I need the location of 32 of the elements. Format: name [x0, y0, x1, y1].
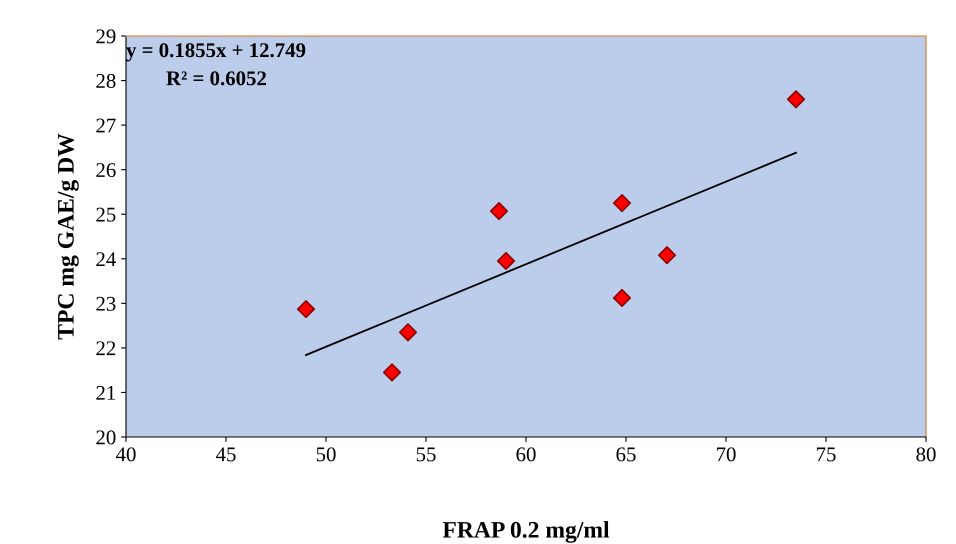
point — [496, 252, 516, 270]
x-tick-label: 45 — [216, 447, 236, 462]
annotation: y = 0.1855x + 12.749 — [126, 43, 306, 62]
x-tick-label: 55 — [416, 448, 436, 462]
y-tick-label: 26 — [96, 163, 116, 178]
x-tick-label: 70 — [716, 447, 736, 462]
x-axis-title: FRAP 0.2 mg/ml — [442, 521, 610, 543]
y-tick-label: 29 — [96, 29, 116, 44]
point — [612, 288, 632, 308]
point — [612, 194, 632, 212]
point — [490, 202, 508, 220]
y-tick-label: 20 — [96, 430, 116, 444]
point — [382, 363, 402, 382]
x-tick-label: 65 — [616, 447, 636, 462]
annotation: R² = 0.6052 — [166, 71, 266, 86]
y-tick-label: 27 — [96, 118, 116, 132]
y-tick-label: 23 — [96, 296, 116, 311]
x-tick-label: 40 — [116, 447, 136, 462]
point — [398, 323, 418, 342]
x-tick-label: 60 — [516, 447, 536, 462]
x-tick-label: 75 — [816, 448, 836, 462]
y-axis-title: TPC mg GAE/g DW — [58, 134, 79, 340]
y-tick-label: 21 — [96, 386, 116, 400]
x-tick-label: 50 — [316, 447, 336, 462]
y-tick-label: 28 — [96, 74, 116, 88]
point — [296, 300, 316, 318]
x-tick-label: 80 — [916, 447, 936, 462]
point — [658, 246, 676, 264]
point — [786, 90, 806, 108]
y-tick-label: 24 — [96, 252, 116, 266]
y-tick-label: 25 — [96, 208, 116, 222]
y-tick-label: 22 — [96, 341, 116, 356]
